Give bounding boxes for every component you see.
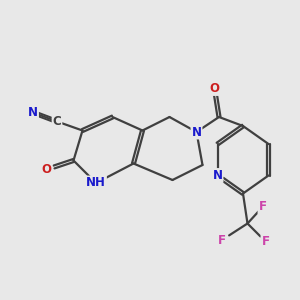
Text: N: N: [191, 125, 202, 139]
Text: C: C: [52, 115, 62, 128]
Text: F: F: [218, 233, 226, 247]
Text: NH: NH: [86, 176, 106, 190]
Text: N: N: [212, 169, 223, 182]
Text: O: O: [209, 82, 220, 95]
Text: N: N: [28, 106, 38, 119]
Text: F: F: [262, 235, 269, 248]
Text: F: F: [259, 200, 266, 214]
Text: O: O: [41, 163, 52, 176]
